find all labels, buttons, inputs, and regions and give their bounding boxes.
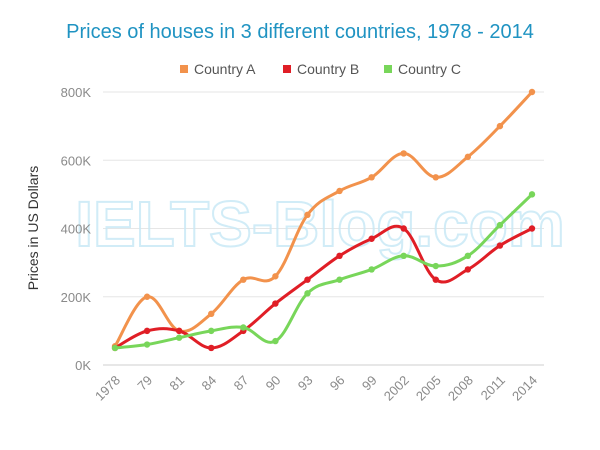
data-point	[240, 324, 247, 331]
data-point	[432, 174, 439, 181]
x-tick-label: 2014	[509, 373, 540, 404]
grid	[103, 91, 544, 366]
data-point	[143, 327, 151, 335]
chart-title: Prices of houses in 3 different countrie…	[66, 21, 534, 43]
y-tick-label: 200K	[61, 290, 92, 305]
x-tick-label: 2002	[381, 373, 412, 404]
watermark: IELTS-Blog.com	[75, 188, 564, 260]
data-point	[528, 88, 536, 96]
data-point	[336, 276, 343, 283]
legend-label: Country C	[398, 61, 461, 77]
data-point	[208, 310, 215, 318]
y-tick-label: 800K	[61, 85, 92, 100]
series-layer	[111, 88, 536, 352]
y-axis: 0K 200K 400K 600K 800K	[61, 85, 92, 373]
legend: Country A Country B Country C	[180, 61, 461, 77]
x-tick-label: 79	[134, 373, 155, 394]
data-point	[400, 225, 407, 232]
data-point	[432, 276, 439, 283]
series-3	[111, 191, 536, 352]
data-point	[368, 266, 375, 273]
data-point	[496, 122, 504, 130]
data-point	[368, 174, 375, 181]
data-point	[272, 337, 279, 345]
series-line	[113, 224, 534, 350]
data-point	[528, 225, 536, 232]
data-point	[272, 300, 279, 307]
data-point	[175, 327, 183, 335]
data-point	[175, 334, 183, 341]
y-tick-label: 400K	[61, 222, 92, 237]
legend-label: Country A	[194, 61, 256, 77]
data-point	[143, 341, 151, 348]
legend-marker	[384, 65, 392, 73]
data-point	[240, 276, 247, 283]
data-point	[368, 235, 375, 242]
x-tick-label: 2008	[445, 373, 476, 404]
data-point	[304, 276, 311, 283]
x-tick-label: 84	[199, 373, 220, 394]
data-point	[432, 262, 439, 270]
data-point	[464, 266, 472, 273]
legend-marker	[180, 65, 188, 73]
data-point	[464, 153, 472, 161]
data-point	[464, 252, 472, 259]
data-point	[111, 344, 119, 352]
x-tick-label: 2011	[478, 373, 508, 403]
x-tick-label: 1978	[92, 373, 123, 404]
data-point	[143, 293, 151, 300]
data-point	[336, 252, 343, 259]
data-point	[400, 150, 407, 157]
data-point	[272, 273, 279, 280]
x-axis: 1978 79 81 84 87 90 93 96 99 2002 2005 2008 2011 2014	[92, 373, 540, 404]
data-point	[208, 327, 215, 335]
data-point	[528, 191, 536, 198]
data-point	[304, 290, 311, 297]
x-tick-label: 99	[359, 373, 380, 394]
data-point	[400, 252, 407, 259]
x-tick-label: 2005	[413, 373, 444, 404]
legend-marker	[283, 65, 291, 73]
x-tick-label: 87	[231, 373, 252, 394]
data-point	[336, 187, 343, 195]
x-tick-label: 93	[295, 373, 316, 394]
legend-label: Country B	[297, 61, 359, 77]
y-tick-label: 600K	[61, 153, 92, 168]
x-tick-label: 90	[263, 373, 284, 394]
x-tick-label: 81	[166, 373, 187, 394]
data-point	[496, 221, 504, 229]
data-point	[304, 211, 311, 219]
y-tick-label: 0K	[75, 358, 91, 373]
x-tick-label: 96	[327, 373, 348, 394]
y-axis-label: Prices in US Dollars	[25, 166, 41, 290]
data-point	[496, 242, 504, 249]
data-point	[208, 344, 215, 352]
